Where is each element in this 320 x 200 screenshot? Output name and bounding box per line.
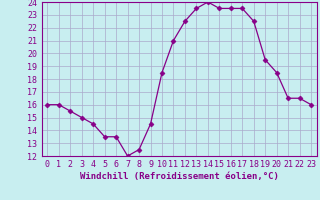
X-axis label: Windchill (Refroidissement éolien,°C): Windchill (Refroidissement éolien,°C) xyxy=(80,172,279,181)
